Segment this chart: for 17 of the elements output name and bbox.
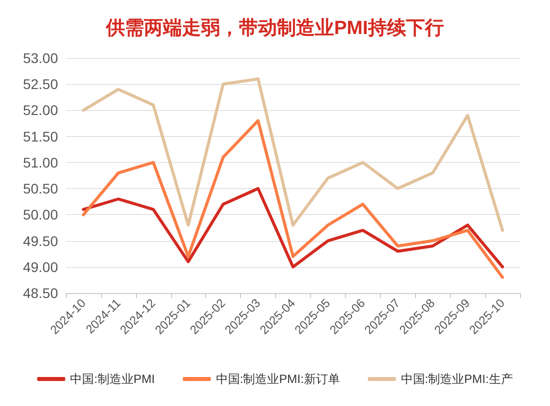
- y-tick-label: 50.50: [22, 180, 58, 197]
- chart-title: 供需两端走弱，带动制造业PMI持续下行: [105, 17, 444, 39]
- y-tick-label: 49.50: [22, 232, 58, 249]
- y-tick-label: 49.00: [22, 258, 58, 275]
- y-tick-label: 50.00: [22, 206, 58, 223]
- legend-label: 中国:制造业PMI: [70, 372, 155, 386]
- line-series: [82, 119, 504, 279]
- y-tick-label: 51.00: [22, 154, 58, 170]
- y-tick-label: 53.00: [22, 50, 58, 66]
- y-tick-label: 51.50: [22, 128, 58, 144]
- line-series: [82, 187, 504, 268]
- legend-label: 中国:制造业PMI:新订单: [216, 372, 340, 386]
- y-tick-label: 52.00: [22, 102, 58, 118]
- line-series: [82, 77, 504, 232]
- y-tick-label: 52.50: [22, 76, 58, 92]
- legend-label: 中国:制造业PMI:生产: [400, 372, 513, 386]
- y-tick-label: 48.50: [22, 285, 58, 301]
